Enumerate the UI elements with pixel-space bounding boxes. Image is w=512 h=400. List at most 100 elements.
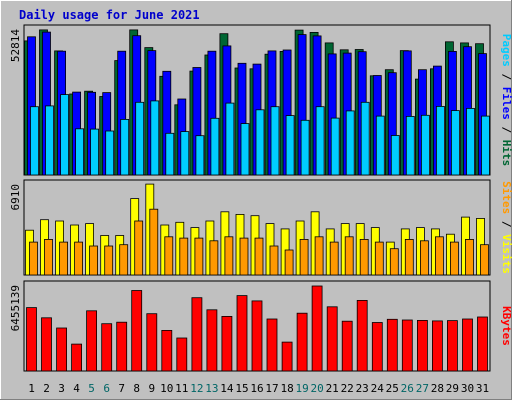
bar-sites-day-20 xyxy=(314,236,324,276)
bar-pages-day-6 xyxy=(105,130,115,176)
bar-pages-day-10 xyxy=(165,132,175,176)
bar-kbytes-day-3 xyxy=(56,327,67,372)
bar-kbytes-day-25 xyxy=(386,318,398,372)
bar-sites-day-29 xyxy=(449,241,459,276)
bar-sites-day-7 xyxy=(119,244,129,276)
x-tick-day-15: 15 xyxy=(235,382,248,395)
x-tick-day-4: 4 xyxy=(73,382,80,395)
bar-sites-day-9 xyxy=(149,208,159,276)
bar-kbytes-day-8 xyxy=(131,290,143,372)
bar-kbytes-day-15 xyxy=(236,295,248,372)
bar-kbytes-day-17 xyxy=(266,318,278,372)
legend-part-1-4: Hits xyxy=(500,140,512,167)
bar-kbytes-day-2 xyxy=(41,317,52,372)
ymax-label-panel-1: 52814 xyxy=(9,29,22,62)
bar-sites-day-31 xyxy=(480,244,489,276)
bar-sites-day-15 xyxy=(239,237,249,276)
x-tick-day-1: 1 xyxy=(28,382,35,395)
bar-kbytes-day-11 xyxy=(176,337,188,372)
bar-pages-day-8 xyxy=(135,101,145,176)
bar-sites-day-25 xyxy=(389,248,399,276)
x-tick-day-27: 27 xyxy=(416,382,429,395)
bar-pages-day-4 xyxy=(75,128,84,176)
legend-part-2-1: / xyxy=(500,214,512,234)
x-tick-day-21: 21 xyxy=(326,382,339,395)
x-tick-day-31: 31 xyxy=(476,382,489,395)
bar-pages-day-12 xyxy=(195,135,205,176)
legend-part-3-0: KBytes xyxy=(500,306,512,346)
bar-pages-day-1 xyxy=(30,106,39,176)
bar-pages-day-30 xyxy=(466,108,475,176)
bar-pages-day-15 xyxy=(240,123,250,176)
bar-pages-day-5 xyxy=(90,128,99,176)
bar-pages-day-26 xyxy=(405,116,415,176)
x-tick-day-19: 19 xyxy=(295,382,308,395)
bar-sites-day-23 xyxy=(359,238,369,276)
bar-sites-day-18 xyxy=(284,249,294,276)
bar-pages-day-16 xyxy=(255,109,265,176)
bar-pages-day-19 xyxy=(300,119,310,176)
bar-kbytes-day-26 xyxy=(401,319,413,372)
bar-kbytes-day-16 xyxy=(251,300,263,372)
bar-kbytes-day-27 xyxy=(416,319,428,372)
bar-kbytes-day-5 xyxy=(86,310,97,372)
legend-part-2-2: Visits xyxy=(500,234,512,274)
x-tick-day-5: 5 xyxy=(88,382,95,395)
x-tick-day-3: 3 xyxy=(58,382,65,395)
bar-sites-day-6 xyxy=(104,245,114,276)
x-tick-day-10: 10 xyxy=(160,382,173,395)
bar-sites-day-16 xyxy=(254,237,264,276)
bar-sites-day-3 xyxy=(59,241,68,276)
legend-part-1-2: Files xyxy=(500,87,512,120)
x-tick-day-8: 8 xyxy=(133,382,140,395)
bar-sites-day-12 xyxy=(194,237,204,276)
bar-kbytes-day-21 xyxy=(326,306,338,372)
bar-kbytes-day-1 xyxy=(26,307,37,372)
bar-kbytes-day-29 xyxy=(446,320,458,372)
bar-sites-day-2 xyxy=(44,238,53,276)
chart-title: Daily usage for June 2021 xyxy=(19,8,200,22)
bar-kbytes-day-23 xyxy=(356,299,368,372)
bar-sites-day-10 xyxy=(164,236,174,276)
bar-kbytes-day-30 xyxy=(462,318,473,372)
bar-pages-day-14 xyxy=(225,102,235,176)
x-tick-day-25: 25 xyxy=(386,382,399,395)
bar-pages-day-27 xyxy=(420,114,430,176)
x-tick-day-26: 26 xyxy=(401,382,414,395)
x-tick-day-14: 14 xyxy=(220,382,234,395)
x-tick-day-13: 13 xyxy=(205,382,218,395)
bar-sites-day-4 xyxy=(74,241,83,276)
bar-pages-day-3 xyxy=(60,94,69,176)
x-tick-day-7: 7 xyxy=(118,382,125,395)
bar-kbytes-day-7 xyxy=(116,321,128,372)
x-tick-day-24: 24 xyxy=(371,382,385,395)
legend-part-1-0: Pages xyxy=(500,34,512,67)
bar-sites-day-21 xyxy=(329,241,339,276)
x-tick-day-17: 17 xyxy=(265,382,278,395)
bar-pages-day-21 xyxy=(330,117,340,176)
bar-pages-day-11 xyxy=(180,131,190,176)
legend-part-1-1: / xyxy=(500,67,512,87)
bar-sites-day-13 xyxy=(209,240,219,276)
bar-sites-day-26 xyxy=(404,238,414,276)
x-tick-day-29: 29 xyxy=(446,382,459,395)
x-tick-day-28: 28 xyxy=(431,382,444,395)
bar-sites-day-19 xyxy=(299,238,309,276)
bar-pages-day-13 xyxy=(210,117,220,176)
bar-kbytes-day-12 xyxy=(191,297,203,372)
bar-kbytes-day-19 xyxy=(296,312,308,372)
x-tick-day-16: 16 xyxy=(250,382,263,395)
bar-kbytes-day-10 xyxy=(161,329,173,372)
x-tick-day-18: 18 xyxy=(280,382,293,395)
bar-pages-day-20 xyxy=(315,106,325,176)
bar-sites-day-14 xyxy=(224,236,234,276)
side-legend-panel-2: Sites / Visits xyxy=(500,181,512,274)
bar-sites-day-22 xyxy=(344,236,354,276)
x-tick-day-23: 23 xyxy=(356,382,369,395)
x-tick-day-11: 11 xyxy=(175,382,188,395)
x-tick-day-20: 20 xyxy=(310,382,323,395)
bar-sites-day-1 xyxy=(29,241,38,276)
bar-sites-day-27 xyxy=(419,240,429,276)
bar-sites-day-8 xyxy=(134,220,144,276)
